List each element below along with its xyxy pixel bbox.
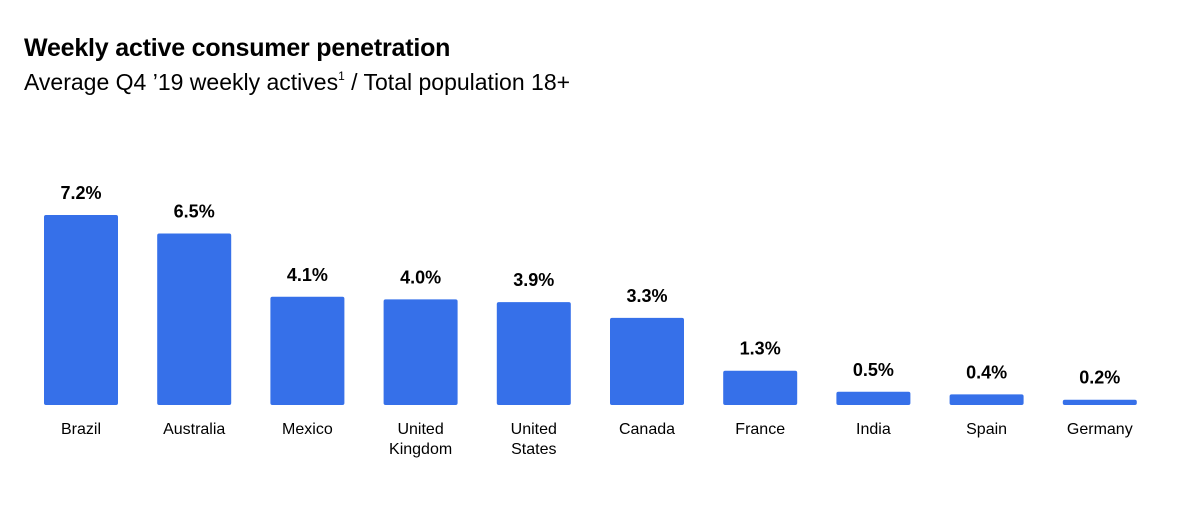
data-label: 0.4% bbox=[966, 362, 1007, 382]
chart-title: Weekly active consumer penetration bbox=[24, 34, 451, 62]
x-tick-label: Canada bbox=[619, 421, 675, 438]
bar-mexico bbox=[270, 296, 345, 405]
bar-germany bbox=[1062, 399, 1137, 405]
bar-united-kingdom bbox=[383, 299, 458, 405]
x-tick-label: Spain bbox=[966, 421, 1007, 438]
data-label: 7.2% bbox=[60, 183, 101, 203]
x-tick-label: United Kingdom bbox=[389, 421, 452, 458]
data-label: 0.5% bbox=[853, 360, 894, 380]
bar-india bbox=[836, 391, 911, 405]
bar-brazil bbox=[44, 215, 118, 405]
bar-spain bbox=[949, 394, 1024, 405]
data-label: 4.0% bbox=[400, 267, 441, 287]
bar-australia bbox=[157, 233, 232, 405]
x-tick-label: Australia bbox=[163, 421, 225, 438]
x-tick-label: Brazil bbox=[61, 421, 101, 438]
x-tick-label: India bbox=[856, 421, 891, 438]
chart-subtitle-footnote: 1 bbox=[338, 69, 345, 83]
x-tick-label: United States bbox=[511, 421, 557, 458]
chart-subtitle: Average Q4 ’19 weekly actives1 / Total p… bbox=[24, 69, 570, 96]
data-label: 1.3% bbox=[740, 339, 781, 359]
bar-france bbox=[723, 370, 798, 405]
data-label: 6.5% bbox=[174, 202, 215, 222]
data-label: 0.2% bbox=[1079, 368, 1120, 388]
data-label: 3.9% bbox=[513, 270, 554, 290]
data-label: 3.3% bbox=[626, 286, 667, 306]
x-tick-label: Germany bbox=[1067, 421, 1133, 438]
bar-canada bbox=[610, 317, 684, 405]
data-label: 4.1% bbox=[287, 265, 328, 285]
chart-subtitle-text: Average Q4 ’19 weekly actives bbox=[24, 69, 339, 95]
chart-subtitle-text-suffix: / Total population 18+ bbox=[344, 69, 571, 95]
x-tick-label: France bbox=[735, 421, 785, 438]
x-tick-label: Mexico bbox=[282, 421, 333, 438]
bar-united-states bbox=[496, 302, 571, 405]
